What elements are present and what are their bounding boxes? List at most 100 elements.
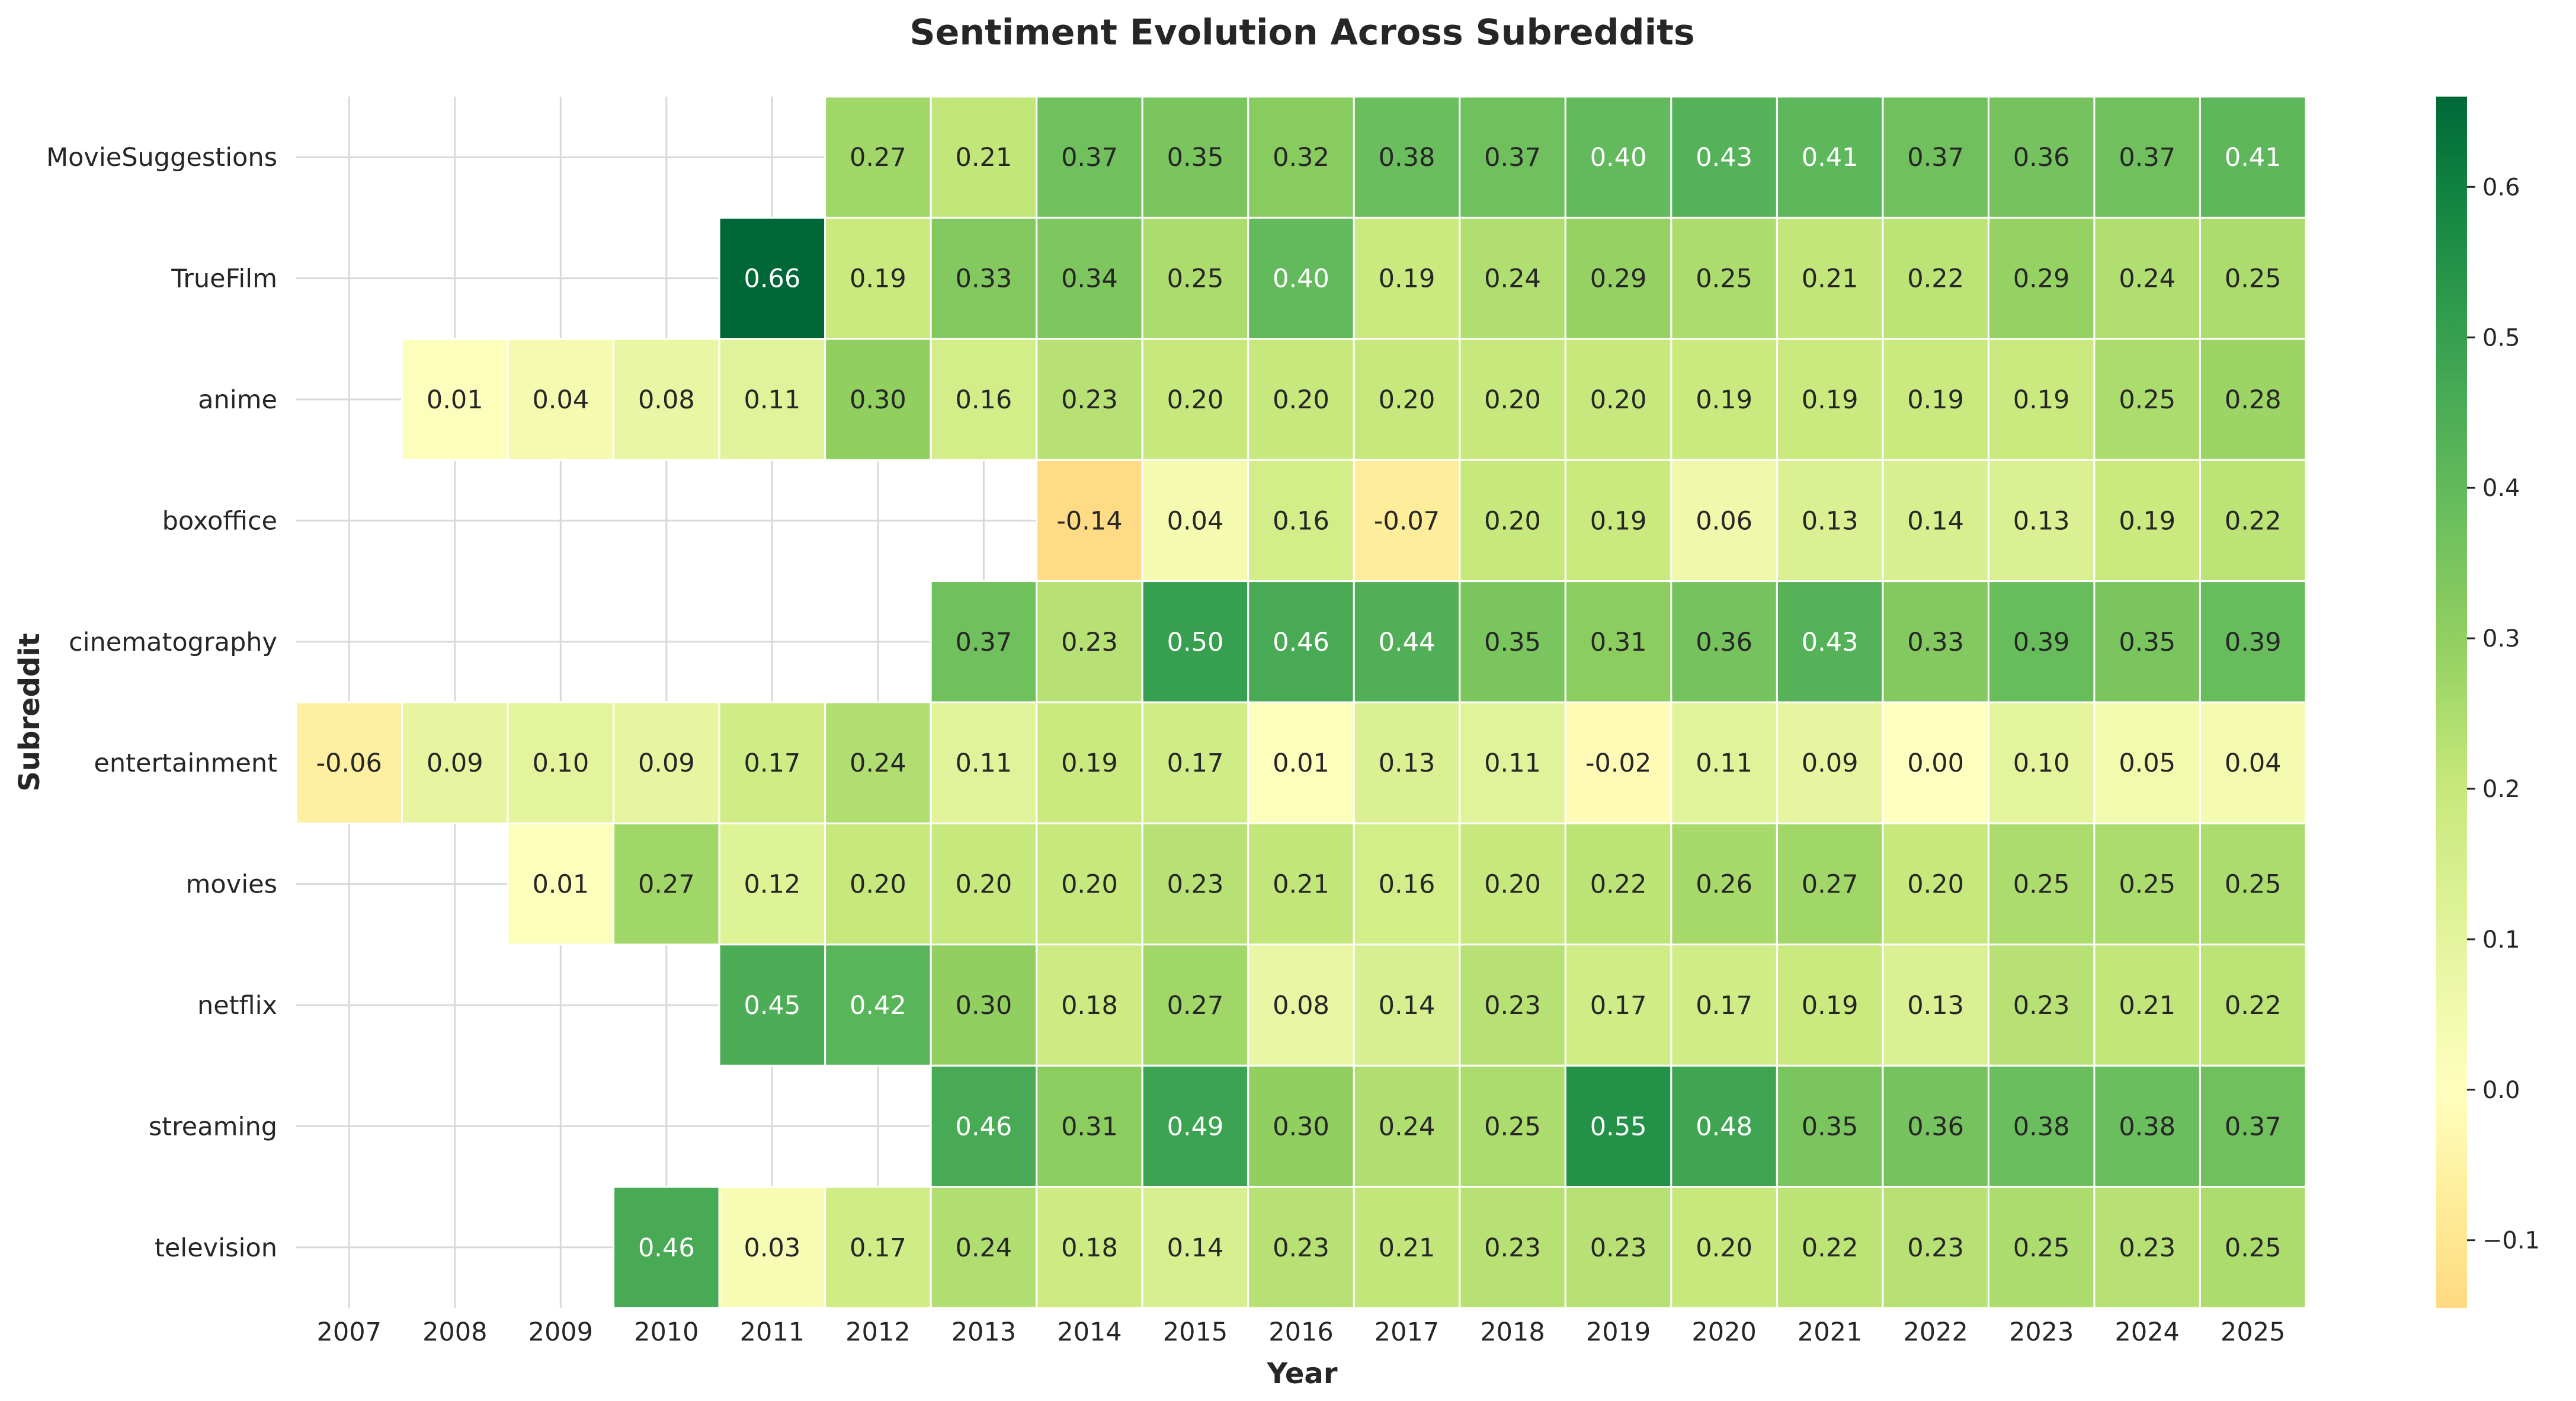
cell-value-label: 0.32 xyxy=(1273,143,1329,172)
cell-value-label: 0.04 xyxy=(2225,749,2282,778)
x-tick-label: 2011 xyxy=(740,1317,805,1347)
heatmap-cell xyxy=(1776,1064,1884,1188)
y-tick-label: anime xyxy=(198,385,277,415)
cell-value-label: 0.25 xyxy=(2119,385,2175,415)
cell-value-label: 0.29 xyxy=(2013,264,2070,294)
cell-value-label: 0.38 xyxy=(1379,143,1436,172)
heatmap-cell xyxy=(1036,1064,1143,1188)
heatmap-cell xyxy=(1564,943,1673,1067)
cell-value-label: 0.44 xyxy=(1379,628,1436,657)
cell-value-label: 0.46 xyxy=(1273,628,1329,657)
cell-value-label: -0.14 xyxy=(1056,506,1122,536)
cell-value-label: 0.19 xyxy=(1061,749,1118,778)
heatmap-cell xyxy=(1353,580,1461,703)
cell-value-label: 0.06 xyxy=(1696,506,1752,536)
heatmap-cell xyxy=(1141,1064,1249,1188)
cell-value-label: 0.03 xyxy=(744,1233,800,1263)
cell-value-label: 0.43 xyxy=(1696,143,1752,172)
colorbar-tick-label: 0.3 xyxy=(2482,625,2520,652)
heatmap-cell xyxy=(1987,943,2096,1067)
cell-value-label: 0.19 xyxy=(1696,385,1752,415)
cell-value-label: 0.31 xyxy=(1590,628,1647,657)
cell-value-label: 0.22 xyxy=(1802,1233,1859,1263)
x-tick-label: 2025 xyxy=(2221,1317,2285,1347)
cell-value-label: 0.35 xyxy=(1484,628,1541,657)
cell-value-label: 0.23 xyxy=(1907,1233,1964,1263)
cell-value-label: 0.25 xyxy=(1167,264,1224,294)
heatmap-cell xyxy=(2093,1186,2201,1309)
heatmap-cell xyxy=(930,822,1038,946)
heatmap-cell xyxy=(1987,338,2096,461)
cell-value-label: 0.19 xyxy=(1379,264,1436,294)
cell-value-label: 0.39 xyxy=(2225,628,2282,657)
x-tick-label: 2010 xyxy=(634,1317,699,1347)
y-tick-label: entertainment xyxy=(94,749,277,778)
heatmap-cell xyxy=(1036,338,1143,461)
cell-value-label: 0.66 xyxy=(744,264,800,294)
cell-value-label: 0.20 xyxy=(1167,385,1224,415)
colorbar-tick-label: −0.1 xyxy=(2482,1227,2540,1255)
cell-value-label: 0.25 xyxy=(1696,264,1752,294)
x-tick-label: 2012 xyxy=(845,1317,910,1347)
heatmap-cell xyxy=(1882,701,1989,824)
x-tick-label: 2016 xyxy=(1268,1317,1333,1347)
heatmap-cell xyxy=(1564,1186,1673,1309)
x-tick-label: 2014 xyxy=(1057,1317,1122,1347)
cell-value-label: 0.23 xyxy=(1061,628,1118,657)
heatmap-cell xyxy=(2093,943,2201,1067)
heatmap-cell xyxy=(1882,1064,1989,1188)
cell-value-label: 0.20 xyxy=(1696,1233,1752,1263)
cell-value-label: 0.50 xyxy=(1167,628,1224,657)
heatmap-cell xyxy=(718,943,826,1067)
heatmap-cell xyxy=(2199,216,2307,340)
colorbar-tick-label: 0.0 xyxy=(2482,1077,2520,1104)
y-axis-label: Subreddit xyxy=(13,633,46,791)
cell-value-label: 0.19 xyxy=(2013,385,2070,415)
cell-value-label: 0.37 xyxy=(1061,143,1118,172)
heatmap-cell xyxy=(1564,95,1673,219)
heatmap-cell xyxy=(1036,216,1143,340)
colorbar xyxy=(2436,97,2467,1308)
heatmap-cell xyxy=(2093,822,2201,946)
cell-value-label: 0.19 xyxy=(1907,385,1964,415)
cell-value-label: 0.12 xyxy=(744,870,800,900)
cell-value-label: 0.17 xyxy=(1590,991,1647,1021)
cell-value-label: 0.23 xyxy=(1273,1233,1329,1263)
heatmap-cell xyxy=(930,216,1038,340)
cell-value-label: 0.08 xyxy=(1273,991,1329,1021)
x-tick-label: 2013 xyxy=(951,1317,1016,1347)
cell-value-label: 0.25 xyxy=(2225,870,2282,900)
cell-value-label: 0.35 xyxy=(1802,1112,1859,1141)
heatmap-cell xyxy=(824,701,932,824)
cell-value-label: 0.34 xyxy=(1061,264,1118,294)
cell-value-label: 0.18 xyxy=(1061,991,1118,1021)
cell-value-label: 0.11 xyxy=(744,385,800,415)
cell-value-label: 0.22 xyxy=(2225,506,2282,536)
heatmap-cell xyxy=(1776,580,1884,703)
cell-value-label: 0.22 xyxy=(2225,991,2282,1021)
cell-value-label: -0.07 xyxy=(1374,506,1440,536)
heatmap-cell xyxy=(1247,1186,1355,1309)
heatmap-cell xyxy=(1987,1186,2096,1309)
cell-value-label: 0.42 xyxy=(850,991,906,1021)
cell-value-label: 0.33 xyxy=(1907,628,1964,657)
cell-value-label: 0.40 xyxy=(1590,143,1647,172)
heatmap-cell xyxy=(1882,943,1989,1067)
cell-value-label: 0.08 xyxy=(638,385,695,415)
x-axis-label: Year xyxy=(1267,1357,1338,1390)
cell-value-label: 0.24 xyxy=(1379,1112,1436,1141)
heatmap-cell xyxy=(1247,216,1355,340)
cell-value-label: 0.25 xyxy=(1484,1112,1541,1141)
heatmap-cell xyxy=(1882,216,1989,340)
cell-value-label: 0.11 xyxy=(1484,749,1541,778)
cell-value-label: 0.22 xyxy=(1590,870,1647,900)
colorbar-tick-label: 0.2 xyxy=(2482,776,2520,803)
cell-value-label: 0.09 xyxy=(638,749,695,778)
cell-value-label: 0.11 xyxy=(956,749,1013,778)
heatmap-cell xyxy=(1987,822,2096,946)
heatmap-cell xyxy=(1353,943,1461,1067)
heatmap-cell xyxy=(930,1186,1038,1309)
cell-value-label: 0.00 xyxy=(1907,749,1964,778)
heatmap-cell xyxy=(2199,701,2307,824)
